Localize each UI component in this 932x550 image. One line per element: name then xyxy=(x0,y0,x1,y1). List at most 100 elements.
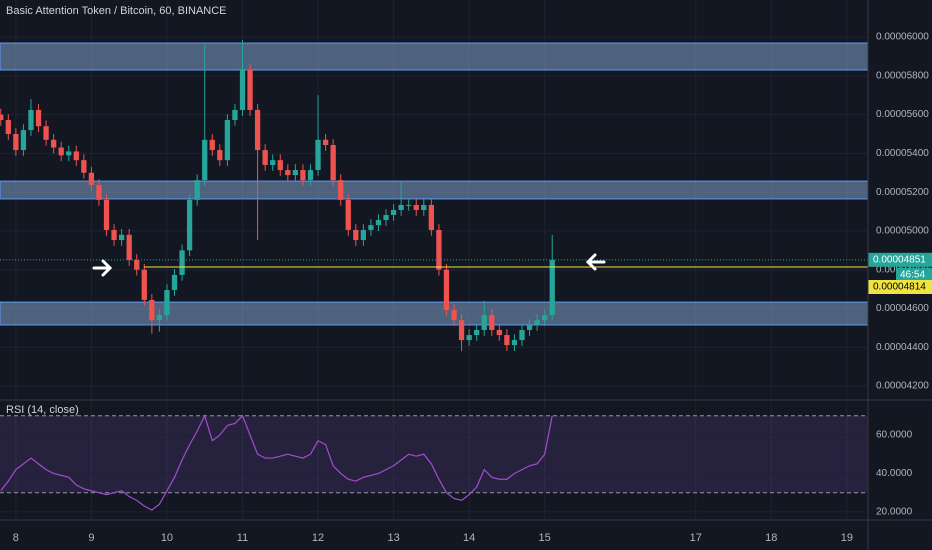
candle-body xyxy=(126,234,132,261)
candle-body xyxy=(338,180,344,200)
y-tick-label: 0.00005800 xyxy=(876,70,929,81)
y-tick-label: 0.00006000 xyxy=(876,32,929,43)
last-price-tag xyxy=(868,252,932,267)
y-tick-label: 0.00004600 xyxy=(876,303,929,314)
candle-body xyxy=(428,204,434,230)
candle-body xyxy=(96,184,102,200)
zone xyxy=(0,180,869,200)
candle-body xyxy=(300,170,306,181)
rsi-tick-label: 40.0000 xyxy=(876,468,913,479)
candle-body xyxy=(209,139,215,151)
candle-body xyxy=(247,69,253,110)
candle-body xyxy=(277,160,283,171)
candle-body xyxy=(390,209,397,216)
candle-body xyxy=(398,204,404,210)
candle-body xyxy=(149,299,155,321)
candle-body xyxy=(81,160,87,173)
candle-body xyxy=(20,130,27,151)
rsi-line xyxy=(0,414,553,511)
hline-tag xyxy=(868,279,932,294)
x-tick-label: 9 xyxy=(88,532,94,544)
x-tick-label: 13 xyxy=(387,532,399,544)
candle-body xyxy=(134,260,140,270)
candle-body xyxy=(489,315,495,331)
y-tick-label: 0.00004200 xyxy=(876,381,929,392)
y-tick-label: 0.00005400 xyxy=(876,148,929,159)
x-tick-label: 15 xyxy=(539,532,551,544)
countdown-tag xyxy=(896,267,932,282)
candle-body xyxy=(141,269,147,300)
x-tick-label: 8 xyxy=(13,532,19,544)
y-tick-label: 0.00005200 xyxy=(876,187,929,198)
candle-body xyxy=(13,133,19,151)
x-tick-label: 18 xyxy=(765,532,777,544)
candle-body xyxy=(103,199,110,230)
rsi-tick-label: 60.0000 xyxy=(876,430,913,441)
candle-body xyxy=(375,220,382,226)
candle-body xyxy=(451,310,457,321)
countdown-label: 46:54 xyxy=(900,269,925,280)
candle-body xyxy=(542,315,548,321)
candle-body xyxy=(254,109,261,151)
candle-body xyxy=(307,170,314,181)
candle-body xyxy=(58,147,64,156)
candle-body xyxy=(458,320,465,341)
candle-body xyxy=(436,229,442,270)
zone xyxy=(0,301,869,326)
candle-body xyxy=(413,204,419,210)
candle-body xyxy=(35,109,42,127)
rsi-label: RSI (14, close) xyxy=(6,404,79,416)
rsi-tick-label: 20.0000 xyxy=(876,507,913,518)
candle-body xyxy=(118,234,125,241)
candle-body xyxy=(43,126,49,140)
candle-body xyxy=(526,324,533,331)
x-tick-label: 14 xyxy=(463,532,475,544)
candle-body xyxy=(368,225,374,230)
candle-body xyxy=(511,340,518,346)
candle-body xyxy=(164,290,170,316)
candle-body xyxy=(474,330,480,336)
candle-body xyxy=(179,250,185,275)
y-tick-label: 0.00004400 xyxy=(876,342,929,353)
candle-body xyxy=(421,204,427,210)
candle-body xyxy=(466,335,472,341)
candle-body xyxy=(224,120,231,161)
candle-body xyxy=(330,145,336,181)
candle-body xyxy=(360,229,367,241)
x-tick-label: 11 xyxy=(237,532,248,544)
hline-label: 0.00004814 xyxy=(873,282,926,293)
x-tick-label: 19 xyxy=(841,532,853,544)
candle-body xyxy=(406,204,412,206)
candle-body xyxy=(481,315,487,331)
candle-body xyxy=(202,139,208,181)
candle-body xyxy=(111,229,117,241)
candle-body xyxy=(5,120,11,134)
candle-body xyxy=(156,315,163,321)
y-tick-label: 0.00005000 xyxy=(876,226,929,237)
candle-body xyxy=(239,69,246,110)
candle-body xyxy=(504,335,510,346)
arrow-right xyxy=(92,259,113,277)
candle-body xyxy=(285,170,291,176)
candle-body xyxy=(345,199,351,230)
x-tick-label: 12 xyxy=(312,532,324,544)
y-tick-label: 0.00005600 xyxy=(876,109,929,120)
rsi-band xyxy=(0,415,868,493)
x-tick-label: 17 xyxy=(690,532,702,544)
candle-body xyxy=(28,109,34,131)
candle-body xyxy=(519,330,525,341)
x-tick-label: 10 xyxy=(161,532,173,544)
candle-body xyxy=(0,114,4,121)
candle-body xyxy=(496,330,502,336)
zone xyxy=(0,42,869,71)
candle-body xyxy=(443,269,450,311)
candle-body xyxy=(292,170,299,176)
candle-body xyxy=(353,229,359,241)
candle-body xyxy=(534,320,540,325)
arrow-left xyxy=(585,253,606,271)
candle-body xyxy=(270,160,276,166)
candle-body xyxy=(232,109,238,121)
